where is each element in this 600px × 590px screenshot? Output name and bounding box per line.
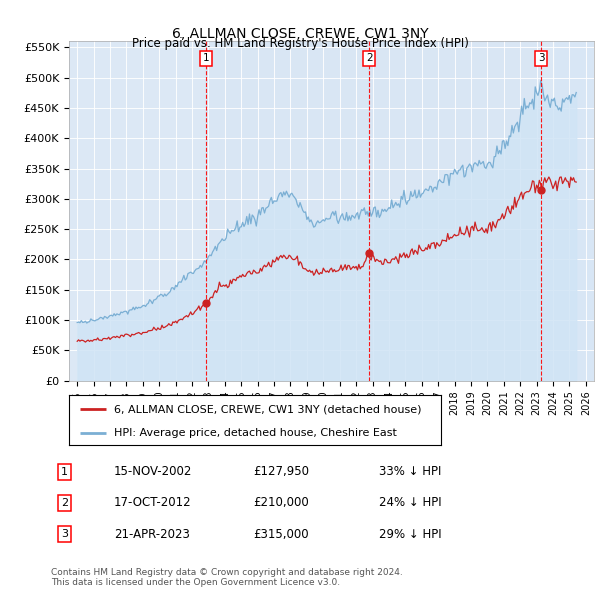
Text: 21-APR-2023: 21-APR-2023 <box>114 527 190 540</box>
Text: Contains HM Land Registry data © Crown copyright and database right 2024.
This d: Contains HM Land Registry data © Crown c… <box>51 568 403 587</box>
Text: £210,000: £210,000 <box>253 496 309 510</box>
Text: 1: 1 <box>203 53 210 63</box>
Text: £315,000: £315,000 <box>253 527 308 540</box>
Text: 6, ALLMAN CLOSE, CREWE, CW1 3NY (detached house): 6, ALLMAN CLOSE, CREWE, CW1 3NY (detache… <box>113 404 421 414</box>
Text: 17-OCT-2012: 17-OCT-2012 <box>114 496 191 510</box>
Text: 6, ALLMAN CLOSE, CREWE, CW1 3NY: 6, ALLMAN CLOSE, CREWE, CW1 3NY <box>172 27 428 41</box>
Text: 2: 2 <box>61 498 68 508</box>
Text: Price paid vs. HM Land Registry's House Price Index (HPI): Price paid vs. HM Land Registry's House … <box>131 37 469 50</box>
Text: 24% ↓ HPI: 24% ↓ HPI <box>379 496 441 510</box>
Text: 3: 3 <box>61 529 68 539</box>
Text: HPI: Average price, detached house, Cheshire East: HPI: Average price, detached house, Ches… <box>113 428 397 438</box>
Text: 15-NOV-2002: 15-NOV-2002 <box>114 466 192 478</box>
Text: 29% ↓ HPI: 29% ↓ HPI <box>379 527 441 540</box>
Bar <box>369 41 541 381</box>
Text: 1: 1 <box>61 467 68 477</box>
Text: 3: 3 <box>538 53 545 63</box>
Text: 2: 2 <box>366 53 373 63</box>
Text: 33% ↓ HPI: 33% ↓ HPI <box>379 466 441 478</box>
Bar <box>206 41 369 381</box>
Text: £127,950: £127,950 <box>253 466 309 478</box>
